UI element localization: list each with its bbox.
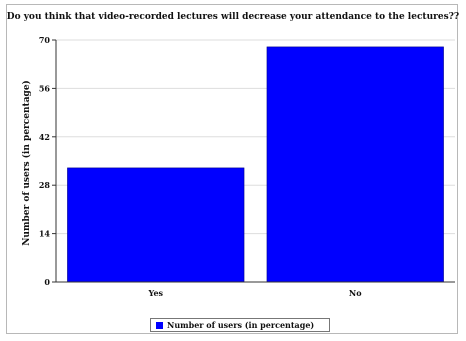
bar-yes [67,167,245,283]
y-tick-label: 0 [44,277,50,287]
bar-no [266,46,444,283]
y-tick-labels: 0 14 28 42 56 70 [39,35,51,287]
legend-swatch [156,321,163,329]
y-tick-label: 70 [39,35,51,45]
y-tick-label: 56 [39,83,51,93]
x-tick-label: No [349,288,362,298]
y-tick-label: 28 [39,180,51,190]
legend: Number of users (in percentage) [150,318,330,332]
x-tick-label: Yes [147,288,163,298]
axes [52,39,455,283]
bars [67,46,444,283]
chart-title: Do you think that video-recorded lecture… [6,12,460,22]
legend-label: Number of users (in percentage) [167,320,315,330]
x-tick-labels: Yes No [147,288,362,298]
y-tick-label: 14 [39,229,51,239]
y-tick-label: 42 [39,132,50,142]
